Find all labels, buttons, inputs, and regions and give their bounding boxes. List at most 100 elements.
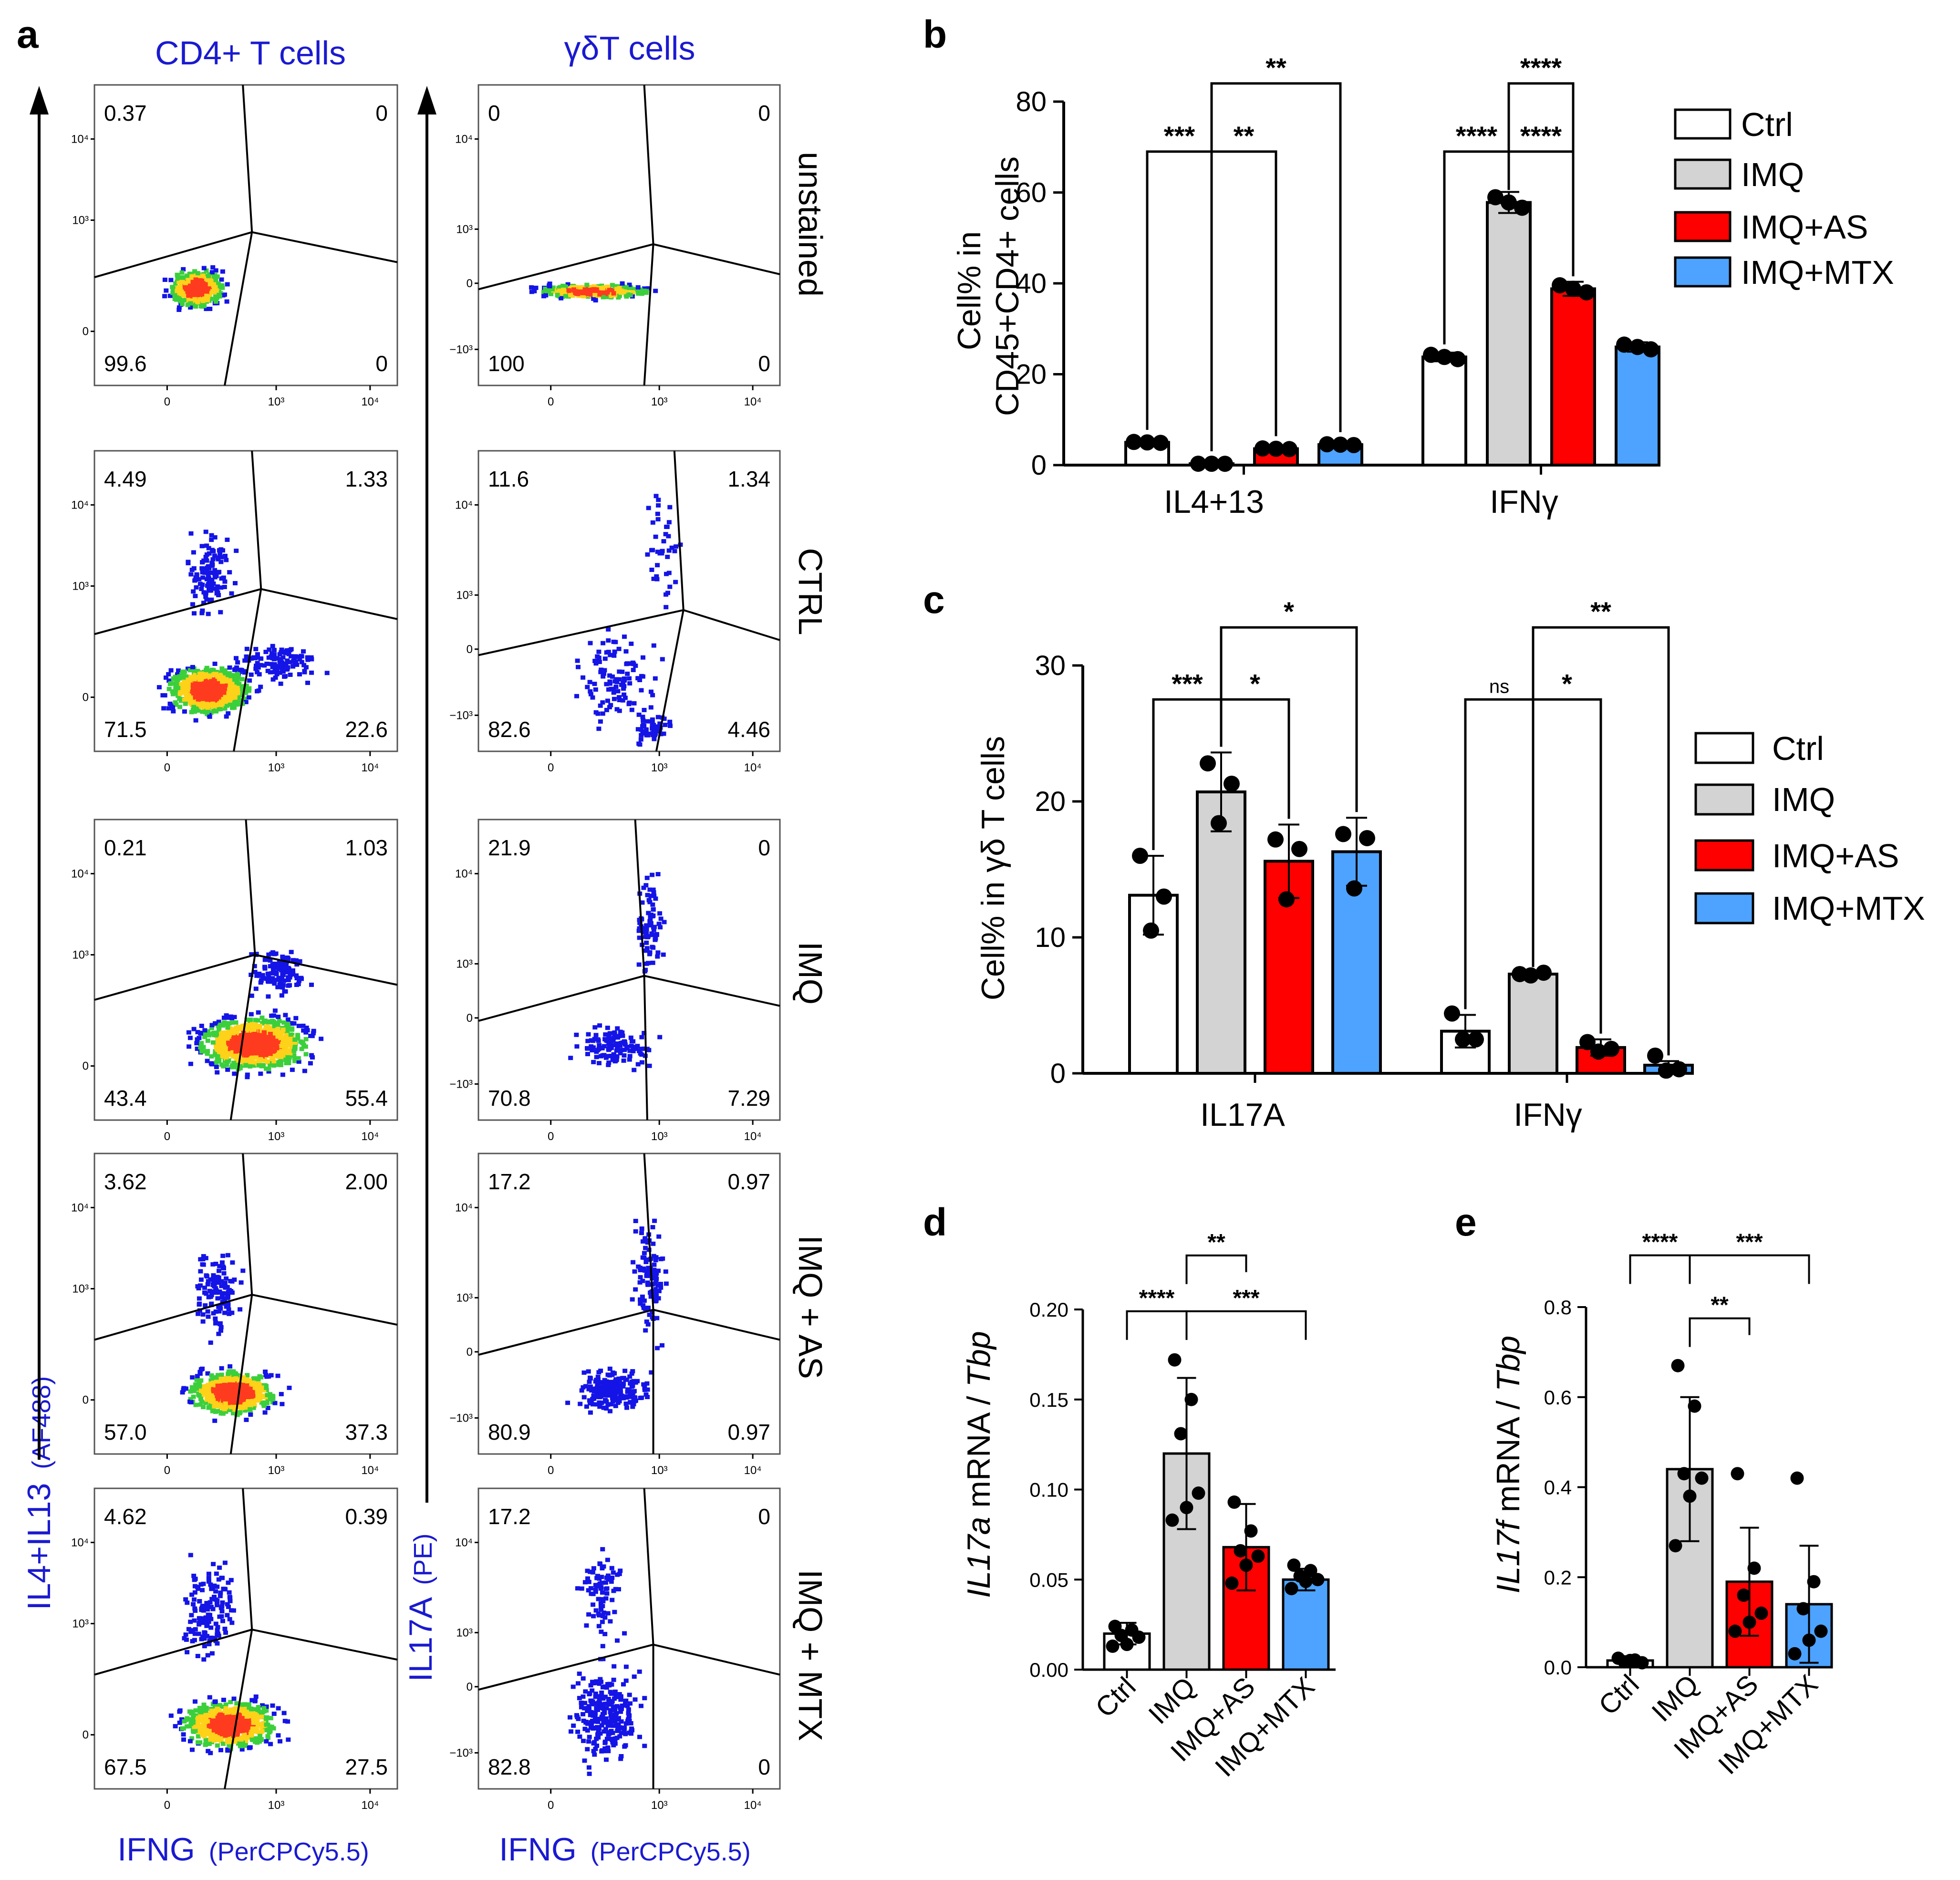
x-tick-label: 10⁴	[744, 395, 762, 408]
event-dot	[615, 1401, 621, 1405]
event-dot	[653, 1278, 659, 1283]
event-dot	[296, 1059, 301, 1064]
event-dot	[254, 973, 259, 978]
event-dot	[199, 611, 205, 615]
event-dot	[181, 267, 186, 271]
event-dot	[268, 964, 273, 968]
event-dot	[624, 1377, 629, 1382]
event-dot	[188, 1400, 194, 1404]
event-dot	[188, 701, 193, 706]
x-tick-label: 10⁴	[361, 761, 379, 774]
event-dot	[290, 1068, 295, 1072]
x-tick-label: 10⁴	[744, 1130, 762, 1143]
gate-line	[251, 231, 398, 263]
event-dot	[249, 1391, 254, 1395]
event-dot	[636, 712, 642, 717]
event-dot	[649, 568, 654, 572]
event-dot	[664, 592, 668, 597]
event-dot	[660, 657, 665, 662]
event-dot	[628, 1391, 633, 1395]
event-dot	[555, 292, 560, 297]
event-dot	[180, 291, 186, 296]
event-dot	[192, 297, 197, 301]
event-dot	[641, 926, 645, 930]
event-dot	[271, 1059, 277, 1064]
event-dot	[598, 1385, 603, 1390]
event-dot	[222, 674, 228, 678]
event-dot	[214, 574, 219, 578]
event-dot	[198, 1278, 204, 1282]
event-dot	[662, 920, 667, 924]
y-tick-label: 0	[467, 1346, 473, 1359]
event-dot	[209, 1054, 214, 1059]
event-dot	[253, 1041, 259, 1046]
event-dot	[238, 1307, 243, 1312]
event-dot	[622, 1039, 627, 1044]
event-dot	[226, 1015, 231, 1019]
event-dot	[252, 1385, 258, 1390]
event-dot	[212, 697, 218, 702]
event-dot	[174, 682, 179, 686]
event-dot	[226, 1303, 231, 1308]
event-dot	[574, 1032, 579, 1037]
quadrant-value-ll: 57.0	[104, 1420, 147, 1444]
event-dot	[235, 701, 240, 706]
event-dot	[591, 1059, 596, 1064]
event-dot	[231, 1369, 236, 1374]
event-dot	[266, 979, 271, 984]
event-dot	[586, 1387, 591, 1392]
event-dot	[296, 1056, 301, 1060]
event-dot	[275, 985, 280, 989]
event-dot	[198, 1283, 203, 1288]
event-dot	[239, 1379, 245, 1383]
event-dot	[644, 1271, 650, 1276]
event-dot	[229, 591, 234, 596]
quadrant-value-ul: 3.62	[104, 1169, 147, 1194]
event-dot	[533, 285, 539, 290]
event-dot	[624, 294, 629, 299]
event-dot	[305, 680, 310, 685]
event-dot	[264, 1066, 269, 1071]
event-dot	[579, 1388, 584, 1393]
gate-line	[251, 450, 262, 589]
event-dot	[206, 1029, 210, 1034]
event-dot	[213, 1309, 218, 1314]
event-dot	[631, 1049, 636, 1053]
quadrant-value-ll: 70.8	[488, 1086, 531, 1111]
event-dot	[269, 1057, 274, 1061]
event-dot	[650, 721, 655, 726]
quadrant-value-ur: 1.33	[345, 467, 388, 491]
y-tick-label: −10³	[449, 343, 473, 356]
event-dot	[646, 506, 651, 510]
event-dot	[645, 552, 650, 557]
event-dot	[202, 1035, 207, 1039]
event-dots	[574, 494, 683, 747]
event-dot	[264, 1051, 269, 1056]
event-dot	[617, 286, 622, 291]
event-dot	[200, 276, 205, 280]
event-dot	[239, 1388, 245, 1393]
event-dot	[208, 1294, 213, 1299]
event-dot	[267, 1397, 272, 1402]
event-dot	[280, 985, 285, 990]
event-dot	[277, 1049, 282, 1053]
event-dot	[279, 650, 284, 655]
event-dot	[643, 1236, 648, 1241]
event-dot	[171, 676, 176, 681]
event-dot	[301, 649, 306, 654]
event-dot	[190, 707, 196, 712]
event-dot	[198, 1031, 203, 1036]
event-dot	[179, 270, 185, 275]
event-dot	[287, 660, 292, 665]
event-dot	[210, 297, 215, 301]
event-dot	[262, 966, 268, 971]
event-dot	[277, 960, 282, 965]
event-dot	[293, 1016, 299, 1020]
event-dot	[256, 1050, 261, 1054]
event-dot	[290, 1035, 295, 1039]
event-dot	[196, 1734, 201, 1739]
event-dot	[225, 1285, 230, 1289]
event-dot	[246, 1702, 251, 1707]
